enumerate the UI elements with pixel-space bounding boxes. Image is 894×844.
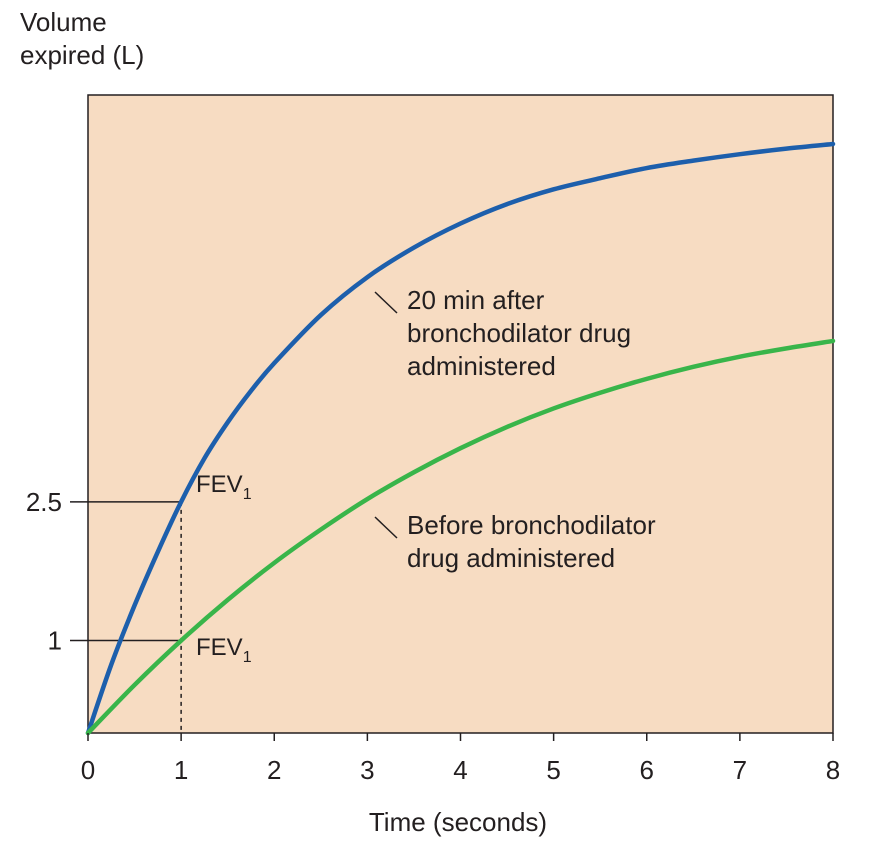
fev-guide-lines: [70, 501, 182, 733]
x-axis-title: Time (seconds): [369, 807, 547, 837]
after-label-leader: [374, 291, 398, 314]
y-axis-title-line-1: Volume: [20, 7, 107, 37]
plot-area: [87, 94, 834, 734]
fev1-label-before: FEV1: [196, 634, 252, 666]
x-tick-label: 2: [267, 755, 281, 785]
y-axis-title-line-2: expired (L): [20, 40, 144, 70]
x-tick-label: 5: [546, 755, 560, 785]
x-tick-label: 6: [640, 755, 654, 785]
y-tick-label: 2.5: [26, 487, 62, 517]
series-line-before-bronchodilator: [85, 338, 836, 736]
x-tick-label: 1: [174, 755, 188, 785]
before-label-leader: [374, 516, 398, 539]
fev1-label-after-main: FEV: [196, 471, 243, 498]
fev1-label-after: FEV1: [196, 471, 252, 503]
fev1-label-after-subscript: 1: [243, 486, 252, 503]
x-tick-label: 0: [81, 755, 95, 785]
y-tick-label: 1: [48, 626, 62, 656]
series-line-after-bronchodilator: [85, 141, 836, 736]
before-label-line-1: Before bronchodilator: [407, 510, 656, 540]
after-label-line-2: bronchodilator drug: [407, 318, 631, 348]
y-axis-ticks: 2.51: [26, 487, 62, 656]
before-label-line-2: drug administered: [407, 543, 615, 573]
x-axis-ticks: 0 1 2 3 4 5 6 7 8: [81, 733, 840, 785]
x-tick-label: 4: [453, 755, 467, 785]
x-tick-label: 7: [733, 755, 747, 785]
after-label-line-1: 20 min after: [407, 285, 545, 315]
x-tick-label: 3: [360, 755, 374, 785]
after-label-line-3: administered: [407, 351, 556, 381]
x-tick-label: 8: [826, 755, 840, 785]
fev1-label-before-main: FEV: [196, 634, 243, 661]
fev1-label-before-subscript: 1: [243, 649, 252, 666]
